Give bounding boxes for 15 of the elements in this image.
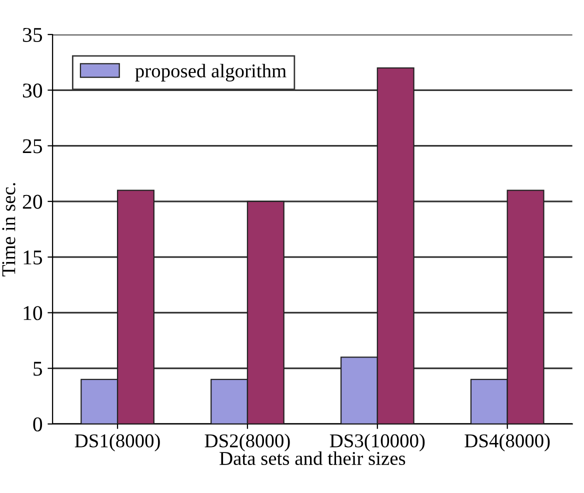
y-tick-label: 0 [33, 417, 42, 432]
x-axis-title: Data sets and their sizes [220, 451, 406, 466]
x-tick-label: DS4(8000) [464, 434, 550, 452]
y-tick-label: 25 [22, 139, 42, 154]
y-axis-title: Time in sec. [2, 183, 16, 276]
x-tick-label: DS2(8000) [204, 434, 290, 452]
x-tick-label: DS3(10000) [330, 434, 425, 452]
y-tick-label: 15 [24, 250, 42, 264]
y-tick-label: 20 [22, 194, 42, 209]
x-tick-label: DS1(8000) [74, 434, 160, 452]
y-tick-label: 10 [24, 306, 42, 320]
y-tick-label: 30 [23, 84, 42, 98]
y-tick-label: 35 [23, 28, 42, 42]
y-tick-label: 5 [34, 362, 42, 376]
legend-label: proposed algorithm [135, 64, 286, 82]
